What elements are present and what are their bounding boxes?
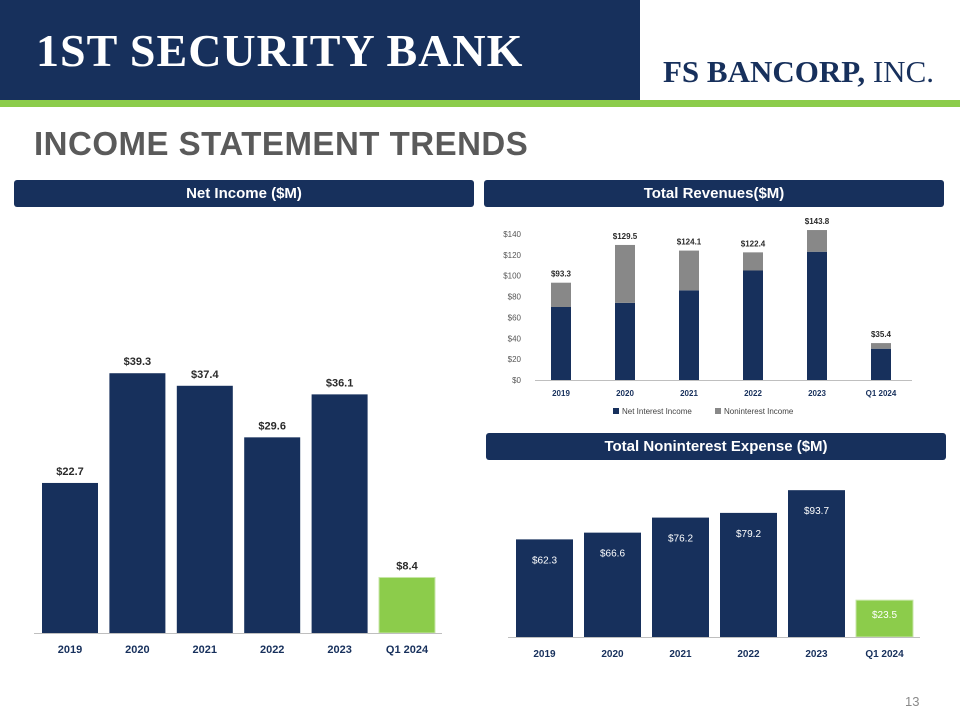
- net-income-bar: [42, 482, 98, 633]
- revenue-y-tick: $100: [503, 272, 521, 281]
- revenue-category-label: 2022: [744, 389, 762, 398]
- legend-net-interest-label: Net Interest Income: [622, 407, 692, 416]
- revenue-y-tick: $60: [508, 313, 522, 322]
- net-interest-income-bar: [679, 290, 699, 380]
- net-income-category-label: 2022: [260, 644, 284, 656]
- legend-noninterest-label: Noninterest Income: [724, 407, 794, 416]
- net-income-bar: [378, 576, 436, 634]
- net-income-category-label: 2020: [125, 644, 149, 656]
- noninterest-income-bar: [615, 244, 635, 303]
- noninterest-expense-bar: [720, 512, 777, 637]
- net-interest-income-bar: [615, 302, 635, 380]
- revenue-y-tick: $120: [503, 251, 521, 260]
- noninterest-income-bar: [807, 230, 827, 252]
- noninterest-expense-bar: [855, 599, 914, 638]
- bank-logo: 1ST SECURITY BANK: [36, 25, 524, 76]
- net-income-data-label: $36.1: [326, 377, 354, 389]
- net-income-data-label: $8.4: [396, 560, 418, 572]
- noninterest-income-bar: [679, 250, 699, 291]
- total-revenues-title: Total Revenues($M): [484, 180, 944, 207]
- net-income-data-label: $39.3: [124, 356, 152, 368]
- revenue-y-tick: $140: [503, 230, 521, 239]
- noninterest-expense-category-label: 2021: [669, 649, 692, 660]
- header-band: [0, 0, 640, 100]
- net-income-category-label: Q1 2024: [386, 644, 429, 656]
- net-interest-income-bar: [807, 251, 827, 380]
- page-number: 13: [905, 694, 920, 709]
- net-income-data-label: $37.4: [191, 369, 219, 381]
- green-rule: [0, 100, 960, 107]
- noninterest-expense-data-label: $23.5: [872, 610, 897, 621]
- noninterest-expense-data-label: $76.2: [668, 534, 693, 545]
- noninterest-expense-category-label: 2019: [533, 649, 556, 660]
- net-interest-income-bar: [871, 348, 891, 380]
- noninterest-expense-bar: [788, 490, 845, 637]
- noninterest-expense-data-label: $62.3: [532, 555, 557, 566]
- revenue-category-label: 2020: [616, 389, 634, 398]
- revenue-total-label: $143.8: [805, 217, 830, 226]
- revenue-category-label: 2023: [808, 389, 826, 398]
- noninterest-expense-data-label: $66.6: [600, 549, 625, 560]
- corp-logo: FS BANCORP, INC.: [663, 54, 934, 90]
- noninterest-income-bar: [551, 282, 571, 307]
- net-income-category-label: 2019: [58, 644, 82, 656]
- revenue-total-label: $93.3: [551, 270, 572, 279]
- net-income-data-label: $29.6: [258, 420, 286, 432]
- noninterest-expense-bar: [652, 517, 709, 637]
- net-interest-income-bar: [551, 307, 571, 380]
- net-income-bar: [244, 437, 301, 633]
- slide-title: INCOME STATEMENT TRENDS: [34, 125, 529, 162]
- net-income-bar: [176, 385, 233, 633]
- corp-logo-bold: FS BANCORP,: [663, 54, 866, 89]
- revenue-category-label: 2021: [680, 389, 698, 398]
- noninterest-expense-category-label: 2022: [737, 649, 760, 660]
- revenue-y-tick: $40: [508, 334, 522, 343]
- noninterest-expense-data-label: $79.2: [736, 529, 761, 540]
- revenue-total-label: $122.4: [741, 239, 766, 248]
- noninterest-expense-category-label: 2023: [805, 649, 828, 660]
- net-interest-income-bar: [743, 270, 763, 380]
- noninterest-expense-title: Total Noninterest Expense ($M): [486, 433, 946, 460]
- revenue-category-label: 2019: [552, 389, 570, 398]
- noninterest-income-bar: [871, 343, 891, 349]
- net-income-data-label: $22.7: [56, 466, 84, 478]
- net-income-title: Net Income ($M): [14, 180, 474, 207]
- noninterest-expense-category-label: Q1 2024: [865, 649, 904, 660]
- noninterest-expense-bar: [516, 539, 573, 637]
- noninterest-expense-bar: [584, 532, 641, 637]
- corp-logo-rest: INC.: [865, 54, 934, 89]
- net-income-category-label: 2023: [327, 644, 351, 656]
- legend-net-interest-swatch: [613, 408, 619, 414]
- revenue-total-label: $124.1: [677, 238, 702, 247]
- noninterest-income-bar: [743, 252, 763, 271]
- noninterest-expense-data-label: $93.7: [804, 506, 829, 517]
- revenue-total-label: $35.4: [871, 330, 892, 339]
- legend-noninterest-swatch: [715, 408, 721, 414]
- revenue-category-label: Q1 2024: [866, 389, 897, 398]
- revenue-y-tick: $20: [508, 355, 522, 364]
- net-income-bar: [109, 373, 166, 633]
- net-income-category-label: 2021: [193, 644, 217, 656]
- revenue-total-label: $129.5: [613, 232, 638, 241]
- net-income-bar: [311, 394, 368, 633]
- revenue-y-tick: $80: [508, 293, 522, 302]
- noninterest-expense-category-label: 2020: [601, 649, 624, 660]
- revenue-y-tick: $0: [512, 376, 521, 385]
